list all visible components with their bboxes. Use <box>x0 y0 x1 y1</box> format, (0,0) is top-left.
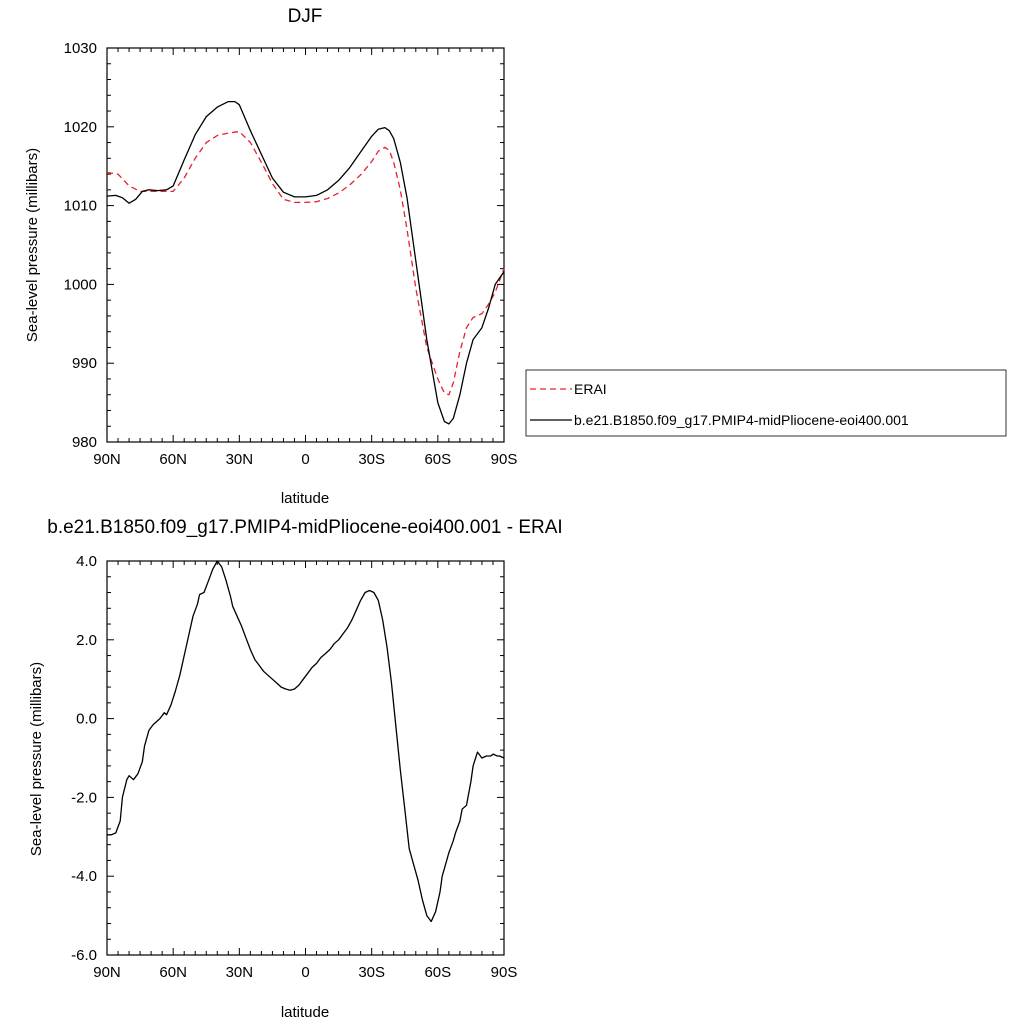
y-tick-label: -6.0 <box>71 947 97 964</box>
x-tick-label: 30S <box>358 451 385 468</box>
x-tick-label: 60N <box>159 964 187 981</box>
x-tick-label: 60S <box>424 964 451 981</box>
plot-area: 90N 60N 30N 0 30S 60S 90S -6.0 -4.0 -2.0 0.0 2.0 4.0 <box>71 553 517 981</box>
x-tick-label: 60N <box>159 451 187 468</box>
y-tick-label: 4.0 <box>76 553 97 570</box>
legend-box <box>525 369 1007 437</box>
y-axis-label: Sea-level pressure (millibars) <box>24 148 41 342</box>
legend: ERAI b.e21.B1850.f09_g17.PMIP4-midPlioce… <box>525 369 1007 437</box>
series-line-difference <box>107 560 505 923</box>
series-line-erai <box>106 130 505 396</box>
y-tick-label: 1020 <box>64 119 97 136</box>
plot-frame <box>106 560 505 956</box>
x-tick-label: 0 <box>301 451 309 468</box>
panel-difference: b.e21.B1850.f09_g17.PMIP4-midPliocene-eo… <box>28 517 563 1021</box>
plot-frame <box>106 47 505 443</box>
y-tick-label: 0.0 <box>76 711 97 728</box>
plot-area: 90N 60N 30N 0 30S 60S 90S 980 990 1000 1010 1020 103… <box>64 40 518 468</box>
y-tick-label: -2.0 <box>71 789 97 806</box>
chart-title: DJF <box>288 6 323 27</box>
y-tick-label: 1030 <box>64 40 97 57</box>
x-tick-label: 90N <box>93 964 121 981</box>
x-tick-label: 90S <box>491 964 518 981</box>
y-tick-label: 1000 <box>64 276 97 293</box>
legend-label-model: b.e21.B1850.f09_g17.PMIP4-midPliocene-eo… <box>574 412 909 428</box>
y-tick-label: 980 <box>72 434 97 451</box>
x-axis-label: latitude <box>281 490 329 507</box>
panel-djf: DJF Sea-level pressure (millibars) latit… <box>24 6 517 507</box>
x-tick-label: 0 <box>301 964 309 981</box>
chart-title: b.e21.B1850.f09_g17.PMIP4-midPliocene-eo… <box>47 517 562 538</box>
series-line-model <box>106 100 505 425</box>
legend-label-erai: ERAI <box>574 381 607 397</box>
y-axis-label: Sea-level pressure (millibars) <box>28 662 45 856</box>
y-tick-label: 2.0 <box>76 632 97 649</box>
y-tick-label: 990 <box>72 355 97 372</box>
x-tick-label: 30N <box>226 451 254 468</box>
x-axis-label: latitude <box>281 1004 329 1021</box>
x-tick-label: 30N <box>226 964 254 981</box>
y-tick-label: 1010 <box>64 198 97 215</box>
x-tick-label: 30S <box>358 964 385 981</box>
x-tick-label: 90N <box>93 451 121 468</box>
x-tick-label: 60S <box>424 451 451 468</box>
y-tick-label: -4.0 <box>71 868 97 885</box>
x-tick-label: 90S <box>491 451 518 468</box>
